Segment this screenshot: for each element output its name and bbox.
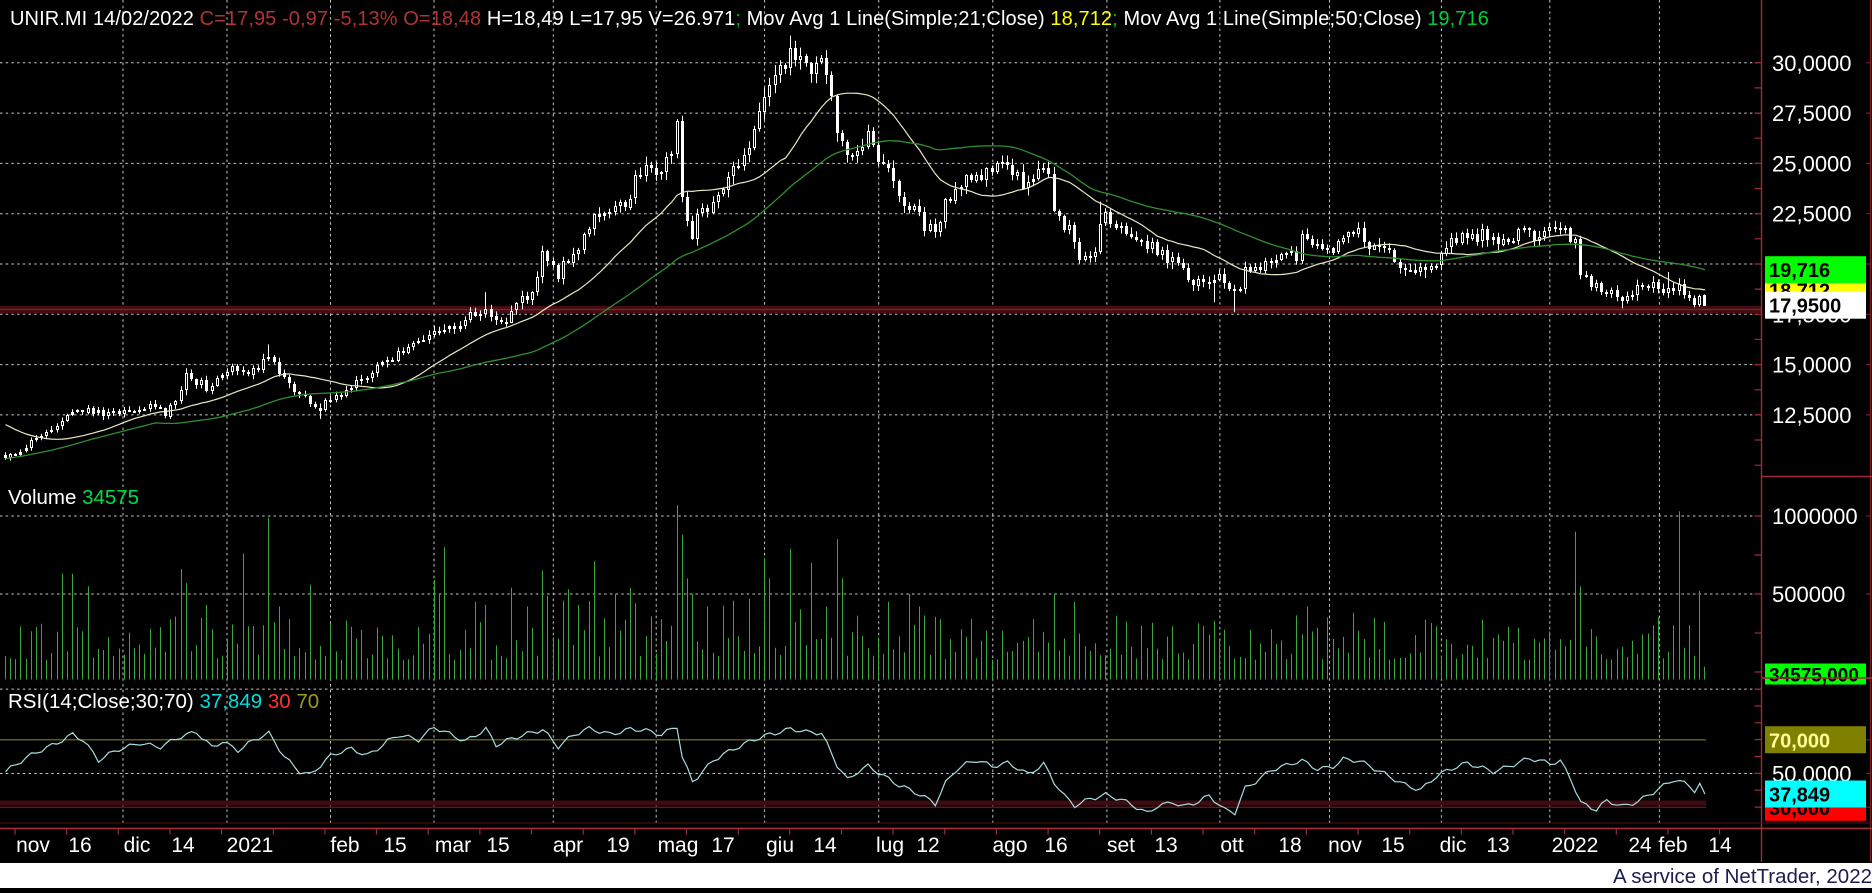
svg-text:lug: lug bbox=[876, 834, 904, 857]
svg-text:14: 14 bbox=[813, 834, 837, 857]
svg-text:14: 14 bbox=[1708, 834, 1732, 857]
svg-text:1000000: 1000000 bbox=[1772, 504, 1858, 529]
svg-text:mag: mag bbox=[658, 834, 699, 857]
svg-text:dic: dic bbox=[1440, 834, 1467, 857]
svg-text:17,9500: 17,9500 bbox=[1769, 296, 1841, 318]
svg-text:RSI(14;Close;30;70) 37,849 30: RSI(14;Close;30;70) 37,849 30 70 bbox=[8, 690, 319, 713]
svg-text:22,5000: 22,5000 bbox=[1772, 202, 1852, 227]
svg-text:19: 19 bbox=[606, 834, 629, 857]
svg-text:mar: mar bbox=[435, 834, 471, 857]
svg-text:18: 18 bbox=[1278, 834, 1301, 857]
svg-text:12,5000: 12,5000 bbox=[1772, 403, 1852, 428]
svg-text:apr: apr bbox=[553, 834, 583, 857]
svg-text:19,716: 19,716 bbox=[1769, 260, 1830, 282]
svg-text:16: 16 bbox=[68, 834, 91, 857]
svg-text:feb: feb bbox=[1658, 834, 1687, 857]
svg-text:nov: nov bbox=[1328, 834, 1362, 857]
svg-text:15: 15 bbox=[383, 834, 406, 857]
svg-text:30,0000: 30,0000 bbox=[1772, 51, 1852, 76]
svg-text:set: set bbox=[1107, 834, 1135, 857]
svg-text:nov: nov bbox=[16, 834, 50, 857]
svg-text:UNIR.MI 14/02/2022 C=17,95 -0,: UNIR.MI 14/02/2022 C=17,95 -0,97 -5,13% … bbox=[10, 8, 1489, 30]
svg-text:15: 15 bbox=[1381, 834, 1404, 857]
svg-text:13: 13 bbox=[1154, 834, 1177, 857]
svg-text:25,0000: 25,0000 bbox=[1772, 151, 1852, 176]
svg-text:ago: ago bbox=[992, 834, 1027, 857]
svg-text:13: 13 bbox=[1486, 834, 1509, 857]
svg-text:2022: 2022 bbox=[1552, 834, 1599, 857]
svg-text:giu: giu bbox=[766, 834, 794, 857]
svg-text:70,000: 70,000 bbox=[1769, 730, 1830, 752]
svg-text:16: 16 bbox=[1044, 834, 1067, 857]
svg-text:12: 12 bbox=[916, 834, 939, 857]
svg-text:27,5000: 27,5000 bbox=[1772, 101, 1852, 126]
svg-text:15,0000: 15,0000 bbox=[1772, 353, 1852, 378]
svg-text:17: 17 bbox=[711, 834, 734, 857]
svg-text:15: 15 bbox=[486, 834, 509, 857]
svg-text:2021: 2021 bbox=[227, 834, 274, 857]
svg-text:24: 24 bbox=[1628, 834, 1652, 857]
svg-text:A service of NetTrader, 2022: A service of NetTrader, 2022 bbox=[1613, 865, 1872, 888]
svg-text:37,849: 37,849 bbox=[1769, 785, 1830, 807]
svg-text:ott: ott bbox=[1220, 834, 1244, 857]
svg-text:34575,000: 34575,000 bbox=[1769, 666, 1859, 687]
svg-text:feb: feb bbox=[330, 834, 359, 857]
svg-text:500000: 500000 bbox=[1772, 582, 1845, 607]
svg-text:dic: dic bbox=[124, 834, 151, 857]
svg-text:14: 14 bbox=[171, 834, 195, 857]
svg-text:Volume 34575: Volume 34575 bbox=[8, 486, 139, 509]
